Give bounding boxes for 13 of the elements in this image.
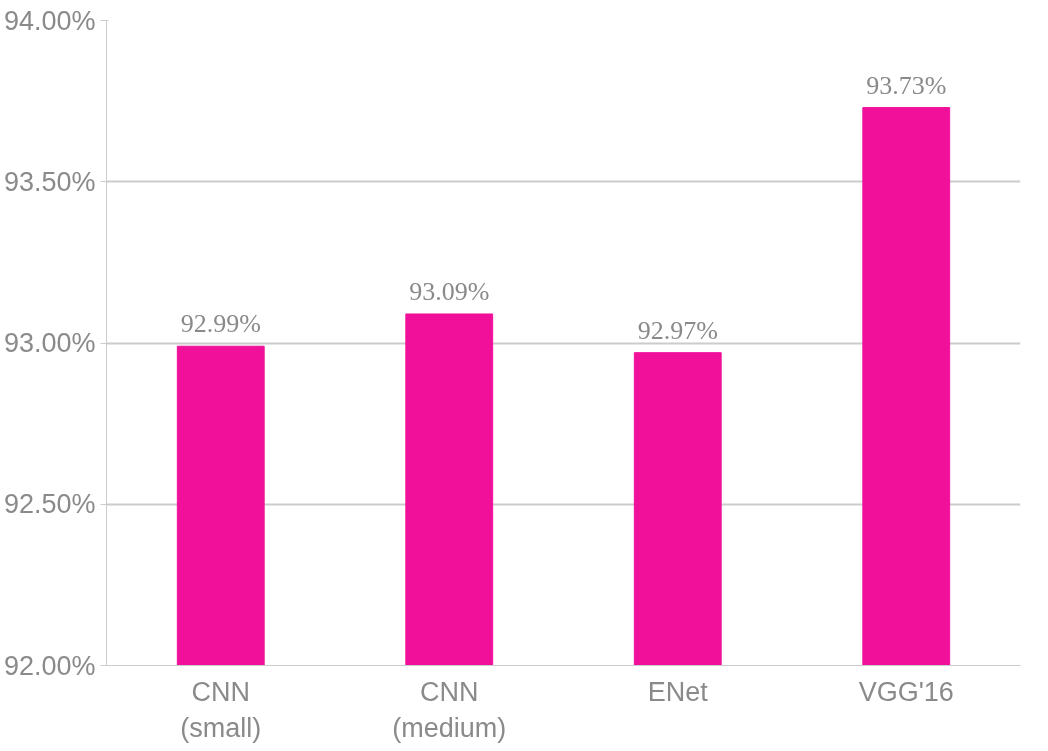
x-tick-label: VGG'16: [858, 676, 954, 707]
y-tick-label: 92.00%: [3, 650, 96, 681]
data-label: 93.09%: [409, 276, 490, 306]
y-tick-label: 93.50%: [3, 166, 96, 197]
y-tick-label: 94.00%: [3, 5, 96, 36]
x-tick-label: CNN (small): [180, 676, 262, 743]
data-label: 93.73%: [866, 70, 947, 100]
data-label: 92.97%: [637, 315, 718, 345]
x-tick-label: CNN (medium): [392, 676, 507, 743]
y-tick-label: 92.50%: [3, 489, 96, 520]
y-tick-label: 93.00%: [3, 328, 96, 358]
x-tick-label: ENet: [647, 676, 709, 707]
data-label: 92.99%: [180, 309, 261, 339]
